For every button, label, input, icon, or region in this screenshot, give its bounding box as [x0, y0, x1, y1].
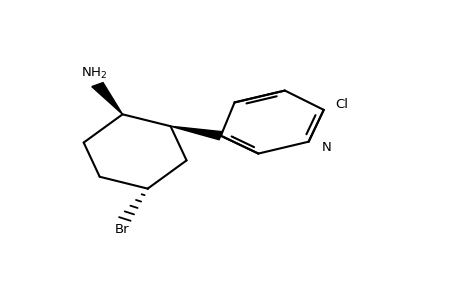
Text: Cl: Cl	[335, 98, 347, 111]
Polygon shape	[92, 82, 122, 114]
Polygon shape	[170, 126, 222, 140]
Text: Br: Br	[115, 223, 129, 236]
Text: N: N	[321, 140, 330, 154]
Text: NH$_2$: NH$_2$	[80, 66, 106, 81]
